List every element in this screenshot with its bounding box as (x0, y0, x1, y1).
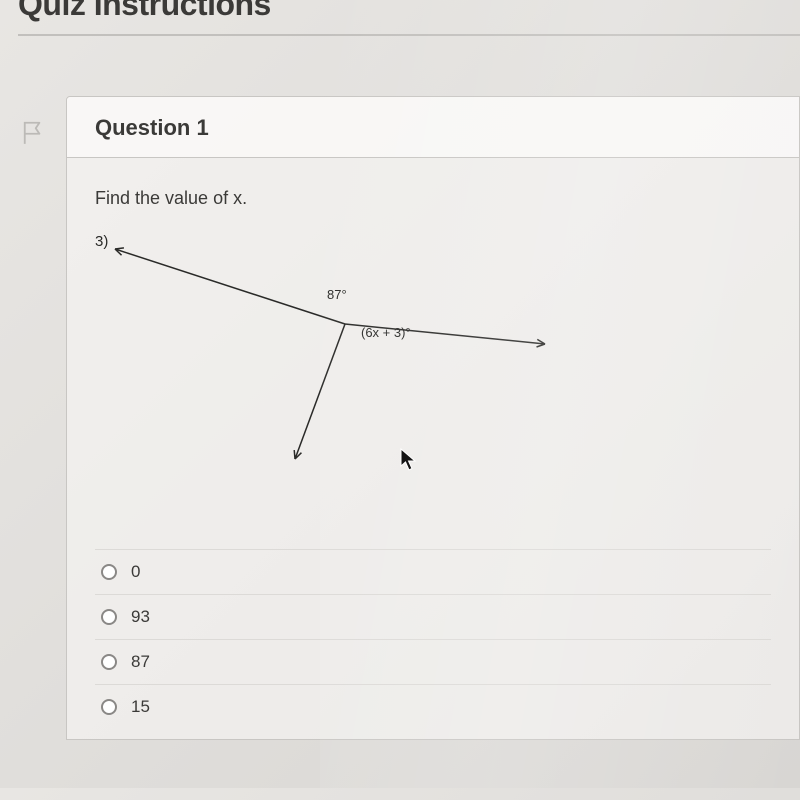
angle-label-87: 87° (327, 287, 347, 302)
radio-icon[interactable] (101, 699, 117, 715)
answer-list: 0 93 87 15 (95, 549, 771, 729)
question-body: Find the value of x. 3) 87° (6x + 3)° 0 … (67, 158, 799, 739)
angle-diagram: 3) 87° (6x + 3)° (95, 229, 555, 489)
figure-index: 3) (95, 233, 108, 250)
angle-label-expr: (6x + 3)° (361, 325, 411, 340)
radio-icon[interactable] (101, 564, 117, 580)
page-title: Quiz Instructions (18, 0, 800, 20)
flag-icon[interactable] (22, 120, 44, 146)
question-card: Question 1 Find the value of x. 3) 87° (… (66, 96, 800, 740)
header-divider (18, 34, 800, 36)
radio-icon[interactable] (101, 654, 117, 670)
answer-option[interactable]: 0 (95, 549, 771, 594)
answer-option[interactable]: 87 (95, 639, 771, 684)
question-number: Question 1 (95, 115, 771, 141)
question-header: Question 1 (67, 97, 799, 158)
answer-text: 0 (131, 562, 140, 582)
page-header: Quiz Instructions (0, 0, 800, 36)
answer-text: 15 (131, 697, 150, 717)
answer-option[interactable]: 15 (95, 684, 771, 729)
radio-icon[interactable] (101, 609, 117, 625)
answer-text: 93 (131, 607, 150, 627)
question-prompt: Find the value of x. (95, 188, 771, 209)
answer-text: 87 (131, 652, 150, 672)
answer-option[interactable]: 93 (95, 594, 771, 639)
